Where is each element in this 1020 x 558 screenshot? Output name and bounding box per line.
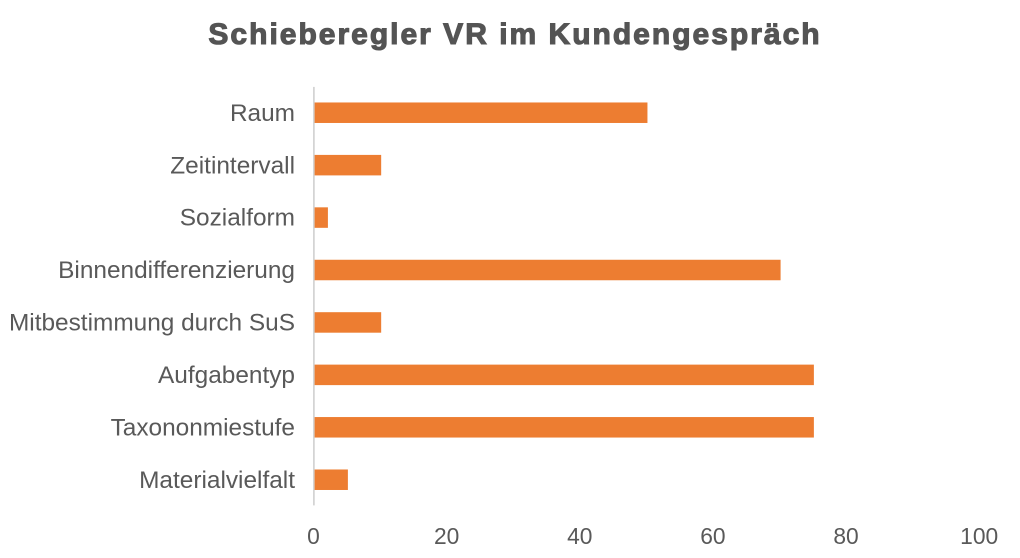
svg-text:20: 20 [434,523,459,549]
svg-text:Sozialform: Sozialform [180,205,295,232]
svg-text:Mitbestimmung durch SuS: Mitbestimmung durch SuS [9,310,295,337]
svg-text:100: 100 [960,523,998,549]
svg-text:Materialvielfalt: Materialvielfalt [139,467,295,494]
svg-text:60: 60 [700,523,725,549]
svg-text:80: 80 [833,523,858,549]
svg-text:Schieberegler VR im Kundengesp: Schieberegler VR im Kundengespräch [208,18,821,51]
svg-text:40: 40 [567,523,592,549]
svg-text:0: 0 [307,523,320,549]
svg-text:Aufgabentyp: Aufgabentyp [158,362,295,389]
svg-text:Raum: Raum [230,100,295,127]
svg-text:Zeitintervall: Zeitintervall [170,152,295,179]
svg-text:Binnendifferenzierung: Binnendifferenzierung [58,257,295,284]
svg-text:Taxononmiestufe: Taxononmiestufe [111,414,295,441]
